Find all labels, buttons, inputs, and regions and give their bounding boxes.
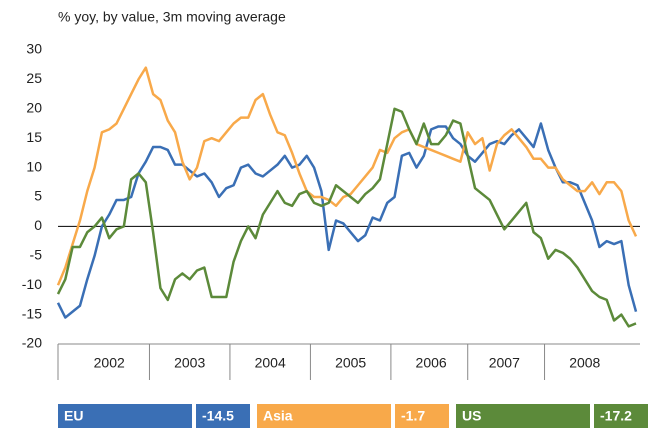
x-tick-label: 2007 — [489, 355, 520, 371]
x-tick-label: 2006 — [416, 355, 447, 371]
series-line — [56, 107, 637, 328]
legend-label: US — [462, 408, 481, 424]
y-tick-label: -10 — [22, 276, 42, 292]
chart-title: % yoy, by value, 3m moving average — [58, 9, 286, 25]
legend-value-box — [395, 404, 449, 428]
y-tick-label: -5 — [30, 247, 43, 263]
legend-swatch — [58, 404, 192, 428]
legend-label: EU — [64, 408, 83, 424]
series-line — [56, 122, 638, 319]
y-tick-label: 20 — [26, 100, 42, 116]
legend-swatch — [456, 404, 590, 428]
y-tick-label: 10 — [26, 158, 42, 174]
y-tick-label: 0 — [34, 217, 42, 233]
x-tick-label: 2005 — [335, 355, 366, 371]
legend-value-box — [196, 404, 250, 428]
x-tick-label: 2008 — [569, 355, 600, 371]
y-tick-label: 5 — [34, 188, 42, 204]
legend-value: -1.7 — [401, 408, 425, 424]
x-tick-label: 2004 — [255, 355, 286, 371]
x-tick-label: 2002 — [94, 355, 125, 371]
y-tick-label: -15 — [22, 305, 42, 321]
y-tick-label: 15 — [26, 129, 42, 145]
legend-swatch — [257, 404, 391, 428]
series-line — [56, 66, 638, 286]
legend-value-box — [594, 404, 648, 428]
y-tick-label: -20 — [22, 335, 42, 351]
x-tick-label: 2003 — [174, 355, 205, 371]
legend-label: Asia — [263, 408, 293, 424]
y-tick-label: 30 — [26, 41, 42, 57]
legend-value: -14.5 — [202, 408, 234, 424]
legend-value: -17.2 — [600, 408, 632, 424]
y-tick-label: 25 — [26, 70, 42, 86]
